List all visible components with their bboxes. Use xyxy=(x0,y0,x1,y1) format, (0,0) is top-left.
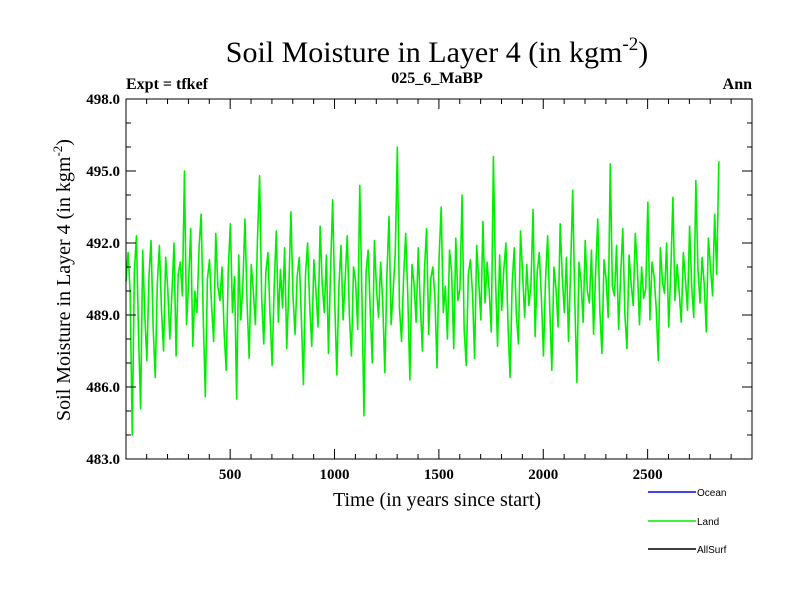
subtitle-period: 025_6_MaBP xyxy=(391,70,483,87)
y-tick-label: 498.0 xyxy=(86,92,120,108)
x-tick-label: 500 xyxy=(219,467,242,483)
y-axis-label-end: ) xyxy=(53,139,75,146)
series-line-land xyxy=(125,146,720,436)
chart-title: Soil Moisture in Layer 4 (in kgm-2) xyxy=(226,34,648,69)
x-tick-label: 2500 xyxy=(633,467,663,483)
x-tick-label: 1500 xyxy=(424,467,454,483)
y-tick-label: 483.0 xyxy=(86,452,120,468)
legend-label-ocean: Ocean xyxy=(697,488,726,499)
chart-title-superscript: -2 xyxy=(622,34,638,55)
chart-title-main: Soil Moisture in Layer 4 (in kgm xyxy=(226,36,623,69)
x-tick-label: 2000 xyxy=(528,467,558,483)
y-axis-label: Soil Moisture in Layer 4 (in kgm-2) xyxy=(50,139,75,421)
legend-label-allsurf: AllSurf xyxy=(697,545,727,556)
series-layer xyxy=(125,146,720,436)
x-tick-label: 1000 xyxy=(320,467,350,483)
plot-frame xyxy=(125,98,753,460)
y-axis-label-main: Soil Moisture in Layer 4 (in kgm xyxy=(53,156,75,421)
y-tick-label: 492.0 xyxy=(86,236,120,252)
y-tick-label: 486.0 xyxy=(86,380,120,396)
y-tick-label: 495.0 xyxy=(86,164,120,180)
subtitle-season: Ann xyxy=(723,76,752,93)
y-tick-label: 489.0 xyxy=(86,308,120,324)
subtitle-experiment: Expt = tfkef xyxy=(126,76,209,93)
x-axis-label: Time (in years since start) xyxy=(333,489,541,511)
chart-title-end: ) xyxy=(638,36,648,69)
tick-layer: 500 1000 1500 2000 2500 483.0 486.0 489.0 492.0 4… xyxy=(86,92,752,483)
legend: Ocean Land AllSurf xyxy=(648,488,727,556)
y-axis-label-superscript: -2 xyxy=(50,146,65,157)
legend-label-land: Land xyxy=(697,517,719,528)
